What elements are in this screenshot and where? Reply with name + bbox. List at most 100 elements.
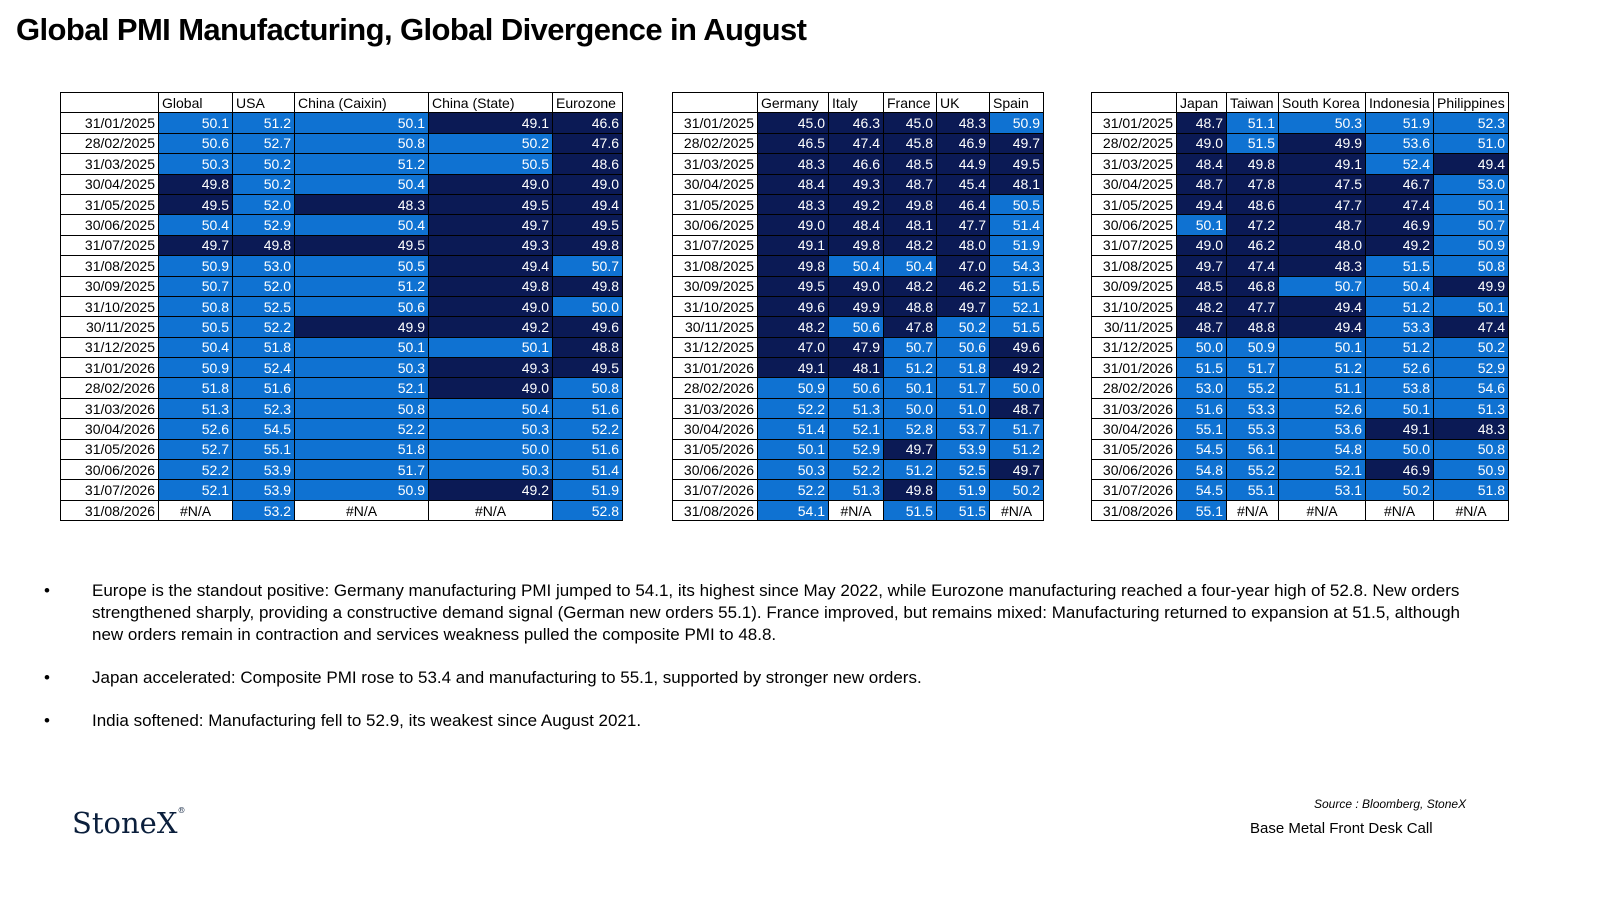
column-header: South Korea <box>1278 91 1366 114</box>
pmi-value-cell: 47.4 <box>1226 255 1279 277</box>
pmi-value-cell: 50.4 <box>158 214 233 236</box>
table-row: 31/05/2026 54.5 56.1 54.8 50.0 50.8 <box>1091 438 1509 461</box>
source-note: Source : Bloomberg, StoneX <box>1314 797 1467 811</box>
pmi-value-cell: 49.9 <box>828 295 884 318</box>
pmi-value-cell: 48.1 <box>989 173 1044 195</box>
date-cell: 31/10/2025 <box>672 295 758 318</box>
date-cell: 28/02/2025 <box>1091 132 1177 155</box>
pmi-value-cell: 44.9 <box>936 153 990 175</box>
pmi-value-cell: 49.7 <box>989 459 1044 481</box>
pmi-value-cell: 50.8 <box>294 397 429 420</box>
pmi-value-cell: 51.9 <box>1365 112 1434 134</box>
pmi-value-cell: 50.3 <box>428 459 553 481</box>
pmi-value-cell: 49.1 <box>757 357 829 379</box>
pmi-value-cell: 48.5 <box>1176 275 1227 297</box>
date-cell: 30/09/2025 <box>1091 275 1177 297</box>
pmi-value-cell: 55.2 <box>1226 459 1279 481</box>
pmi-value-cell: 50.0 <box>428 438 553 461</box>
date-cell: 30/11/2025 <box>1091 316 1177 338</box>
pmi-value-cell: 49.9 <box>1433 275 1509 297</box>
pmi-value-cell: 48.4 <box>757 173 829 195</box>
pmi-value-cell: 50.0 <box>883 397 937 420</box>
pmi-value-cell: 51.3 <box>1433 397 1509 420</box>
pmi-value-cell: 53.9 <box>936 438 990 461</box>
pmi-value-cell: 52.1 <box>158 479 233 501</box>
pmi-value-cell: 49.8 <box>883 479 937 501</box>
pmi-value-cell: 52.7 <box>158 438 233 461</box>
date-cell: 31/05/2025 <box>60 193 159 216</box>
date-cell: 31/01/2025 <box>60 112 159 134</box>
pmi-value-cell: 49.2 <box>1365 234 1434 257</box>
pmi-value-cell: 52.2 <box>828 459 884 481</box>
pmi-value-cell: 50.9 <box>294 479 429 501</box>
bullet-item: • Japan accelerated: Composite PMI rose … <box>44 667 1484 689</box>
pmi-value-cell: 47.7 <box>936 214 990 236</box>
table-row: 31/01/2026 50.9 52.4 50.3 49.3 49.5 <box>60 357 623 379</box>
pmi-value-cell: 50.4 <box>828 255 884 277</box>
pmi-value-cell: #N/A <box>428 499 553 522</box>
pmi-value-cell: 50.4 <box>883 255 937 277</box>
column-header: Philippines <box>1433 91 1509 114</box>
bullet-text: India softened: Manufacturing fell to 52… <box>92 711 642 730</box>
pmi-value-cell: 50.8 <box>158 295 233 318</box>
pmi-value-cell: 49.1 <box>757 234 829 257</box>
pmi-value-cell: 51.0 <box>1433 132 1509 155</box>
bullet-marker: • <box>44 668 50 687</box>
pmi-value-cell: 50.9 <box>757 377 829 399</box>
column-header: Global <box>158 91 233 114</box>
header-corner <box>1091 91 1177 114</box>
pmi-value-cell: 48.7 <box>883 173 937 195</box>
pmi-value-cell: 50.6 <box>828 316 884 338</box>
pmi-value-cell: 50.5 <box>989 193 1044 216</box>
pmi-value-cell: 48.0 <box>1278 234 1366 257</box>
table-row: 31/08/2025 49.7 47.4 48.3 51.5 50.8 <box>1091 255 1509 277</box>
pmi-value-cell: 50.7 <box>552 255 623 277</box>
logo-text: StoneX <box>72 806 178 840</box>
pmi-value-cell: 49.0 <box>428 173 553 195</box>
pmi-value-cell: 56.1 <box>1226 438 1279 461</box>
pmi-value-cell: 49.8 <box>883 193 937 216</box>
bullet-marker: • <box>44 581 50 600</box>
table-row: 28/02/2026 51.8 51.6 52.1 49.0 50.8 <box>60 377 623 399</box>
pmi-value-cell: 50.0 <box>1176 336 1227 359</box>
pmi-value-cell: 50.1 <box>1365 397 1434 420</box>
date-cell: 30/09/2025 <box>672 275 758 297</box>
pmi-value-cell: 51.2 <box>294 153 429 175</box>
table-row: 30/04/2025 48.4 49.3 48.7 45.4 48.1 <box>672 173 1044 195</box>
date-cell: 30/06/2026 <box>60 459 159 481</box>
pmi-value-cell: 48.2 <box>883 234 937 257</box>
table-row: 31/07/2025 49.1 49.8 48.2 48.0 51.9 <box>672 234 1044 257</box>
pmi-value-cell: 52.9 <box>1433 357 1509 379</box>
header-corner <box>60 91 159 114</box>
pmi-value-cell: #N/A <box>1226 499 1279 522</box>
pmi-value-cell: 50.2 <box>1433 336 1509 359</box>
table-row: 31/03/2026 52.2 51.3 50.0 51.0 48.7 <box>672 397 1044 420</box>
table-row: 31/03/2025 48.4 49.8 49.1 52.4 49.4 <box>1091 153 1509 175</box>
pmi-value-cell: 52.1 <box>989 295 1044 318</box>
date-cell: 31/03/2026 <box>1091 397 1177 420</box>
pmi-value-cell: 47.0 <box>936 255 990 277</box>
pmi-value-cell: 49.3 <box>828 173 884 195</box>
pmi-value-cell: 50.1 <box>1433 295 1509 318</box>
pmi-value-cell: 48.8 <box>883 295 937 318</box>
pmi-value-cell: 53.0 <box>1176 377 1227 399</box>
pmi-value-cell: 49.3 <box>428 357 553 379</box>
pmi-value-cell: 52.1 <box>294 377 429 399</box>
pmi-value-cell: 51.6 <box>232 377 295 399</box>
pmi-value-cell: 51.2 <box>883 357 937 379</box>
pmi-value-cell: 52.8 <box>883 418 937 440</box>
pmi-value-cell: 53.6 <box>1365 132 1434 155</box>
date-cell: 31/10/2025 <box>1091 295 1177 318</box>
pmi-value-cell: 50.7 <box>1433 214 1509 236</box>
pmi-value-cell: 50.0 <box>989 377 1044 399</box>
table-row: 31/03/2026 51.3 52.3 50.8 50.4 51.6 <box>60 397 623 420</box>
pmi-value-cell: 53.2 <box>232 499 295 522</box>
date-cell: 31/10/2025 <box>60 295 159 318</box>
pmi-value-cell: 51.2 <box>1278 357 1366 379</box>
pmi-value-cell: 49.3 <box>428 234 553 257</box>
pmi-value-cell: 50.8 <box>294 132 429 155</box>
pmi-value-cell: 47.8 <box>883 316 937 338</box>
pmi-value-cell: 49.0 <box>428 295 553 318</box>
pmi-value-cell: 50.1 <box>757 438 829 461</box>
pmi-value-cell: 46.9 <box>1365 214 1434 236</box>
